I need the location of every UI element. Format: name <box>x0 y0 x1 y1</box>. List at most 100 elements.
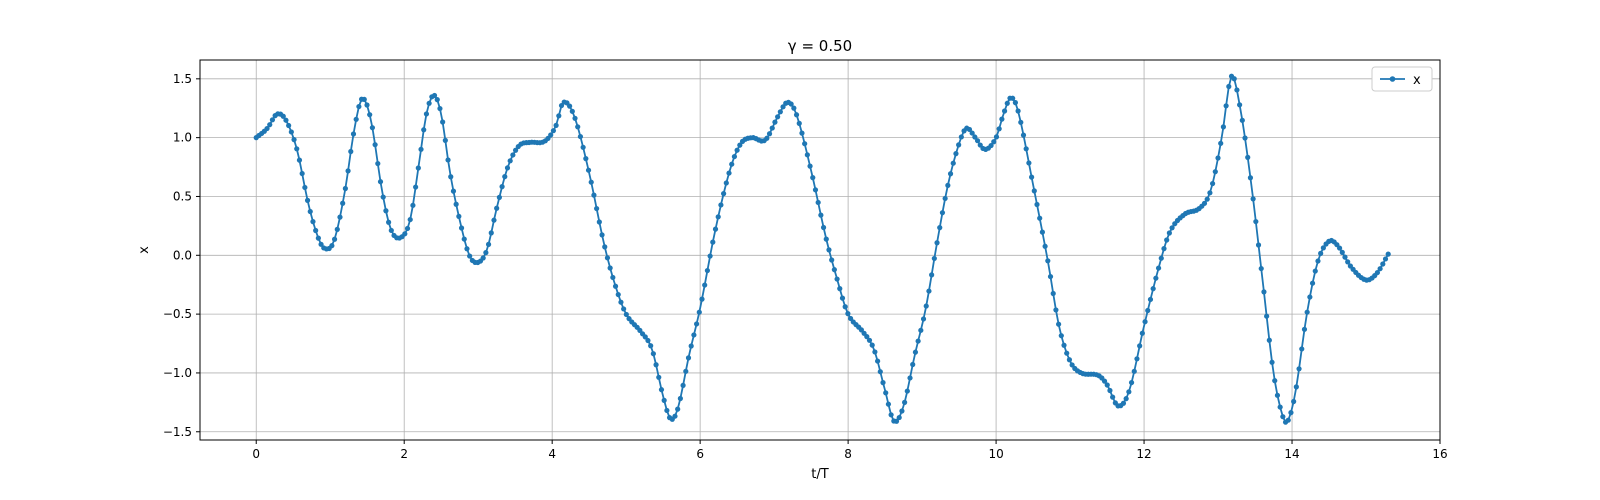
data-point <box>1031 188 1037 194</box>
data-point <box>615 291 621 298</box>
data-point <box>369 125 375 131</box>
data-point <box>1320 245 1326 251</box>
data-point <box>1266 337 1272 343</box>
data-point <box>294 146 300 152</box>
data-point <box>1018 119 1024 125</box>
data-point <box>1039 229 1045 235</box>
x-tick-label: 6 <box>696 447 704 461</box>
data-point <box>715 214 721 220</box>
data-point <box>661 397 667 403</box>
data-point <box>1026 160 1032 166</box>
data-point <box>413 184 419 190</box>
data-point <box>702 282 708 288</box>
data-point <box>810 175 816 181</box>
data-point <box>999 116 1005 122</box>
data-point <box>1142 319 1148 325</box>
data-point <box>1023 146 1029 152</box>
data-point <box>367 112 373 118</box>
series-layer <box>253 73 1391 425</box>
data-point <box>929 272 935 278</box>
data-point <box>712 226 719 232</box>
data-point <box>340 200 346 206</box>
data-point <box>304 197 311 203</box>
data-point <box>942 195 948 202</box>
x-tick-label: 8 <box>844 447 852 461</box>
data-point <box>499 184 505 190</box>
data-point <box>269 117 276 123</box>
data-point <box>869 342 875 348</box>
series-markers <box>253 73 1391 425</box>
data-point <box>875 358 881 364</box>
data-point <box>550 128 557 134</box>
data-point <box>1061 342 1067 348</box>
data-point <box>1339 249 1345 255</box>
data-point <box>923 303 929 309</box>
data-point <box>991 139 997 145</box>
data-point <box>591 192 597 198</box>
data-point <box>1272 378 1278 384</box>
data-point <box>677 395 683 402</box>
data-point <box>1010 95 1016 101</box>
data-point <box>1280 414 1286 420</box>
data-point <box>485 241 492 247</box>
data-point <box>488 230 494 236</box>
data-point <box>1101 378 1108 384</box>
data-point <box>996 126 1002 132</box>
data-point <box>618 299 624 305</box>
data-point <box>1345 259 1351 265</box>
x-tick-label: 0 <box>252 447 260 461</box>
data-point <box>437 105 443 112</box>
data-point <box>502 174 508 180</box>
data-point <box>953 151 959 157</box>
data-point <box>737 142 743 148</box>
data-point <box>337 214 343 220</box>
data-point <box>480 255 486 261</box>
data-point <box>864 334 870 340</box>
data-point <box>280 113 286 119</box>
data-point <box>1015 108 1021 114</box>
y-tick-label: 0.5 <box>173 189 192 203</box>
data-point <box>791 105 797 111</box>
x-tick-label: 4 <box>548 447 556 461</box>
x-tick-label: 12 <box>1136 447 1151 461</box>
chart-title: γ = 0.50 <box>788 37 852 55</box>
data-point <box>696 309 702 315</box>
data-point <box>588 179 594 185</box>
y-tick-label: 0.0 <box>173 248 192 262</box>
data-point <box>974 138 981 144</box>
data-point <box>445 157 451 163</box>
data-point <box>658 387 665 393</box>
data-point <box>372 142 378 148</box>
data-point <box>556 113 562 119</box>
data-point <box>361 96 367 103</box>
data-point <box>1312 268 1318 274</box>
data-point <box>434 97 440 103</box>
data-point <box>802 141 808 147</box>
data-point <box>1239 117 1245 123</box>
legend-marker <box>1389 76 1396 82</box>
data-point <box>504 165 511 171</box>
data-point <box>356 103 362 110</box>
data-point <box>1020 132 1027 138</box>
data-point <box>958 134 964 140</box>
data-point <box>1042 243 1048 249</box>
data-point <box>885 401 892 407</box>
data-point <box>450 188 457 194</box>
data-point <box>777 109 783 115</box>
data-point <box>642 334 648 340</box>
data-point <box>291 137 297 143</box>
data-point <box>1220 124 1227 130</box>
data-point <box>1207 190 1213 196</box>
data-point <box>302 184 308 191</box>
data-point <box>839 295 846 301</box>
data-point <box>1288 410 1294 416</box>
data-point <box>1269 359 1275 365</box>
data-point <box>1293 384 1299 390</box>
data-point <box>1215 155 1221 161</box>
data-point <box>569 108 575 114</box>
data-point <box>880 380 886 386</box>
data-point <box>1231 76 1237 82</box>
data-point <box>353 116 359 122</box>
data-point <box>307 208 313 215</box>
data-point <box>494 205 500 211</box>
